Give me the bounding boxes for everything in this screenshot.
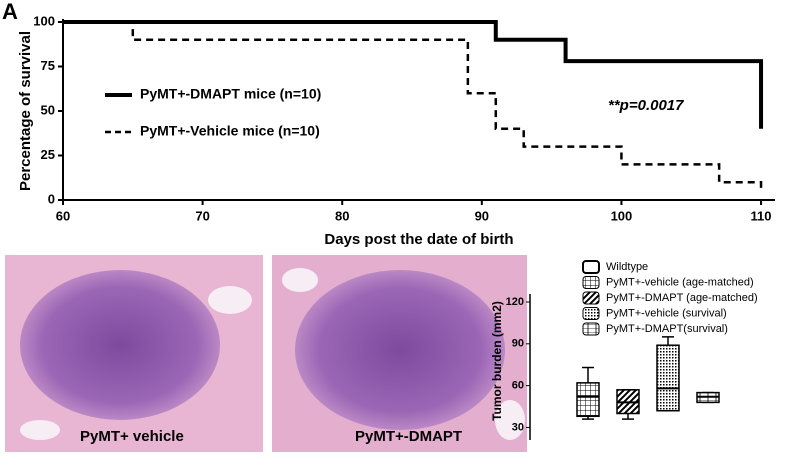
y-tick-label: 75 [41, 58, 55, 73]
legend-label: PyMT+-vehicle (survival) [606, 307, 727, 319]
x-tick-label: 60 [56, 208, 70, 223]
panel-label: A [2, 0, 18, 24]
y-tick-label: 100 [33, 13, 55, 28]
survival-line [63, 20, 764, 129]
y-tick-label: 120 [506, 296, 524, 308]
legend-swatch [582, 291, 600, 305]
x-tick-label: 80 [335, 208, 349, 223]
annotation: **p=0.0017 [608, 97, 684, 114]
legend-swatch [582, 322, 600, 336]
x-tick-label: 90 [475, 208, 489, 223]
x-axis-title: Days post the date of birth [324, 231, 513, 248]
y-tick-label: 0 [48, 191, 55, 206]
box-body [576, 382, 600, 418]
legend-label: PyMT+-Vehicle mice (n=10) [140, 123, 320, 139]
legend-label: PyMT+-vehicle (age-matched) [606, 276, 754, 288]
histology-image [5, 255, 263, 452]
legend-label: PyMT+-DMAPT(survival) [606, 323, 728, 335]
image-label: PyMT+ vehicle [80, 428, 184, 445]
x-tick-label: 110 [751, 208, 772, 223]
image-label: PyMT+-DMAPT [355, 428, 462, 445]
box [576, 366, 600, 420]
y-tick-label: 60 [512, 380, 524, 392]
legend-label: PyMT+-DMAPT mice (n=10) [140, 86, 321, 102]
legend-label: PyMT+-DMAPT (age-matched) [606, 292, 758, 304]
legend-label: Wildtype [606, 261, 648, 273]
y-tick-label: 30 [512, 421, 524, 433]
y-axis-title: Percentage of survival [17, 31, 34, 191]
legend-swatch [582, 260, 600, 274]
y-tick-label: 25 [41, 147, 55, 162]
legend-swatch [582, 276, 600, 289]
box [656, 336, 680, 412]
x-tick-label: 70 [195, 208, 209, 223]
y-tick-label: 90 [512, 338, 524, 350]
survival-line [131, 29, 763, 190]
box [696, 391, 720, 404]
box [616, 389, 640, 420]
box-body [656, 344, 680, 412]
histology-image [272, 255, 527, 452]
y-axis-title: Tumor burden (mm2) [490, 301, 504, 421]
legend-swatch [582, 307, 600, 320]
x-tick-label: 100 [611, 208, 633, 223]
y-tick-label: 50 [41, 102, 55, 117]
